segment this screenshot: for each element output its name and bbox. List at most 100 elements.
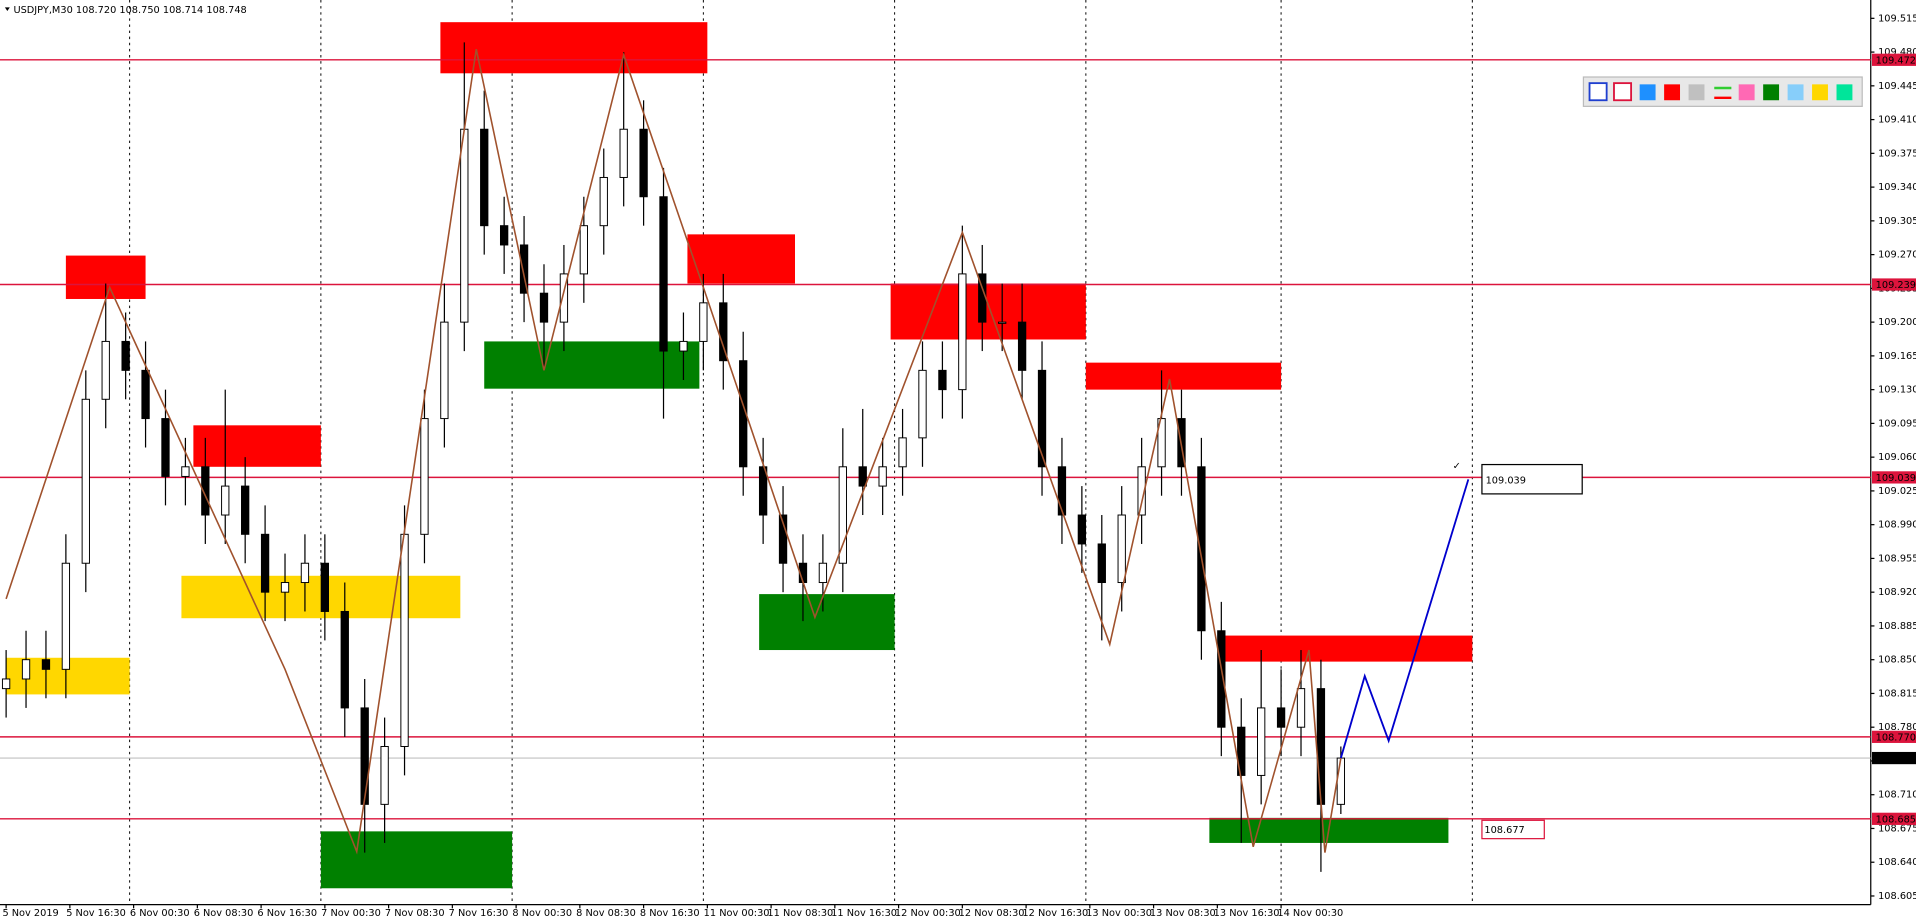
candle-body [420, 418, 429, 535]
candle-body [898, 437, 907, 468]
candle-body [21, 659, 31, 680]
y-tick-label: 108.780 [1878, 722, 1916, 733]
candle-body [719, 302, 728, 362]
x-tick-label: 7 Nov 08:30 [385, 908, 445, 919]
candle-body [699, 302, 708, 342]
candle-body [1137, 466, 1146, 516]
header-arrow [4, 7, 10, 12]
y-tick-label: 109.200 [1878, 317, 1916, 328]
x-tick-label: 12 Nov 16:30 [1022, 908, 1088, 919]
tool-rect-red[interactable] [1613, 82, 1633, 102]
candle-body [559, 273, 569, 323]
candle-body [340, 610, 349, 709]
tool-fill-pink[interactable] [1738, 84, 1755, 101]
candle-body [878, 466, 887, 487]
candle-body [1197, 466, 1206, 632]
candle-body [41, 659, 51, 670]
tool-fill-blue[interactable] [1639, 84, 1656, 101]
candle-body [101, 340, 110, 400]
tool-rect-blue[interactable] [1588, 82, 1608, 102]
x-tick-label: 11 Nov 16:30 [831, 908, 897, 919]
y-tick-label: 108.920 [1878, 587, 1916, 598]
candle-body [1037, 369, 1047, 468]
candle-body [679, 340, 688, 352]
candle-body [778, 514, 788, 564]
y-tick-label: 109.165 [1878, 351, 1916, 362]
y-tick-label: 108.605 [1878, 891, 1916, 902]
target-box [1481, 463, 1583, 495]
zone [1085, 362, 1282, 390]
candle-body [519, 244, 529, 294]
stop-box [1481, 819, 1545, 840]
tool-fill-green[interactable] [1763, 84, 1780, 101]
candle-body [1276, 707, 1286, 728]
candle-body [1057, 466, 1067, 516]
tool-fill-red[interactable] [1664, 84, 1681, 101]
candle-body [121, 340, 130, 371]
level-price-box [1871, 278, 1916, 291]
candle-body [280, 582, 290, 593]
x-tick-label: 11 Nov 00:30 [704, 908, 770, 919]
x-tick-label: 5 Nov 16:30 [66, 908, 126, 919]
tool-fill-mint[interactable] [1836, 84, 1853, 101]
candle-body [938, 369, 947, 391]
y-tick-label: 109.340 [1878, 182, 1916, 193]
projection-line [1339, 479, 1470, 759]
candle-body [818, 562, 828, 584]
y-tick-label: 109.515 [1878, 13, 1916, 24]
level-price-box [1871, 812, 1916, 825]
y-tick-label: 109.060 [1878, 452, 1916, 463]
y-tick-label: 109.445 [1878, 81, 1916, 92]
toolbar [1582, 76, 1863, 107]
level-price-label: 108.770 [1876, 732, 1916, 743]
candle-body [1077, 514, 1087, 545]
x-tick-label: 6 Nov 08:30 [194, 908, 254, 919]
x-tick-label: 8 Nov 16:30 [640, 908, 700, 919]
candle-body [241, 485, 250, 535]
x-tick-label: 12 Nov 00:30 [895, 908, 961, 919]
candle-body [619, 128, 628, 178]
candle-body [579, 225, 588, 275]
candle-body [838, 466, 847, 564]
x-tick-label: 13 Nov 00:30 [1086, 908, 1152, 919]
level-price-box [1871, 53, 1916, 66]
candle-body [539, 292, 549, 323]
level-price-box [1871, 471, 1916, 484]
x-tick-label: 7 Nov 16:30 [449, 908, 509, 919]
y-tick-label: 108.990 [1878, 520, 1916, 531]
y-tick-label: 108.885 [1878, 621, 1916, 632]
zone [890, 283, 1086, 340]
candle-body [918, 369, 927, 439]
candle-body [400, 533, 409, 747]
tool-fill-gray[interactable] [1688, 84, 1705, 101]
level-price-label: 109.039 [1876, 473, 1916, 484]
x-tick-label: 11 Nov 08:30 [767, 908, 833, 919]
candle-body [181, 466, 190, 477]
level-price-box [1871, 730, 1916, 743]
candle-body [1316, 688, 1326, 805]
candle-body [1097, 543, 1106, 584]
target-label: 109.039 [1486, 475, 1526, 486]
candle-body [460, 128, 469, 323]
x-tick-label: 13 Nov 16:30 [1214, 908, 1280, 919]
y-tick-label: 108.815 [1878, 688, 1916, 699]
candle-body [659, 196, 668, 352]
zone [320, 831, 513, 889]
candle-body [380, 746, 389, 805]
tool-fill-lightblue[interactable] [1787, 84, 1804, 101]
tool-fill-gold[interactable] [1812, 84, 1828, 101]
level-price-label: 109.239 [1876, 280, 1916, 291]
candle-body [639, 128, 648, 198]
candle-body [1157, 418, 1166, 468]
zone [440, 22, 708, 74]
candle-body [1257, 707, 1266, 776]
candle-body [61, 562, 71, 670]
y-tick-label: 109.025 [1878, 486, 1916, 497]
y-tick-label: 108.850 [1878, 655, 1916, 666]
y-tick-label: 109.305 [1878, 216, 1916, 227]
candle-body [499, 225, 509, 246]
y-tick-label: 108.640 [1878, 857, 1916, 868]
y-tick-label: 108.710 [1878, 790, 1916, 801]
y-tick-label: 108.675 [1878, 823, 1916, 834]
